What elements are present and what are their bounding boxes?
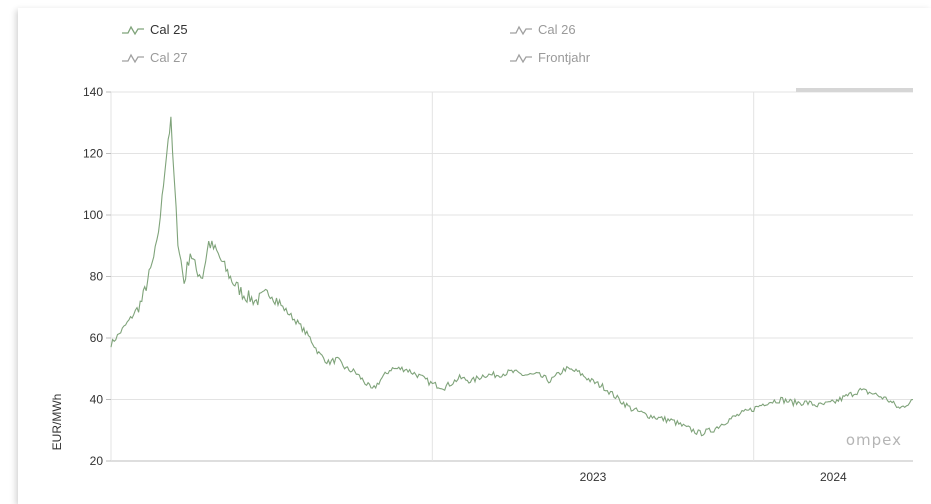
legend-item-cal-26[interactable]: Cal 26: [510, 22, 576, 37]
y-tick-label: 120: [83, 147, 103, 161]
line-series-icon: [122, 52, 144, 64]
legend-item-frontjahr[interactable]: Frontjahr: [510, 50, 590, 65]
y-axis-title: EUR/MWh: [50, 394, 64, 451]
y-tick-label: 100: [83, 208, 103, 222]
y-tick-label: 40: [90, 393, 104, 407]
line-series-icon: [510, 24, 532, 36]
watermark-logo: ompex: [846, 431, 902, 449]
legend-label: Cal 26: [538, 22, 576, 37]
y-tick-label: 60: [90, 331, 104, 345]
legend-item-cal-25[interactable]: Cal 25: [122, 22, 188, 37]
x-tick-label: 2024: [820, 470, 847, 484]
legend-label: Cal 27: [150, 50, 188, 65]
y-axis: 20 40 60 80 100 120 140: [83, 85, 111, 468]
line-series-icon: [122, 24, 144, 36]
y-tick-label: 80: [90, 270, 104, 284]
y-tick-label: 140: [83, 85, 103, 99]
y-tick-label: 20: [90, 454, 104, 468]
scroll-indicator[interactable]: [796, 88, 913, 92]
x-tick-label: 2023: [580, 470, 607, 484]
gridlines: [110, 91, 913, 462]
legend-label: Cal 25: [150, 22, 188, 37]
series-line-cal-25: [110, 116, 914, 437]
x-axis: 2023 2024: [580, 470, 847, 484]
legend-label: Frontjahr: [538, 50, 591, 65]
legend-item-cal-27[interactable]: Cal 27: [122, 50, 188, 65]
chart-card: Cal 25 Cal 26 Cal 27 Frontjahr: [18, 8, 931, 504]
line-series-icon: [510, 52, 532, 64]
